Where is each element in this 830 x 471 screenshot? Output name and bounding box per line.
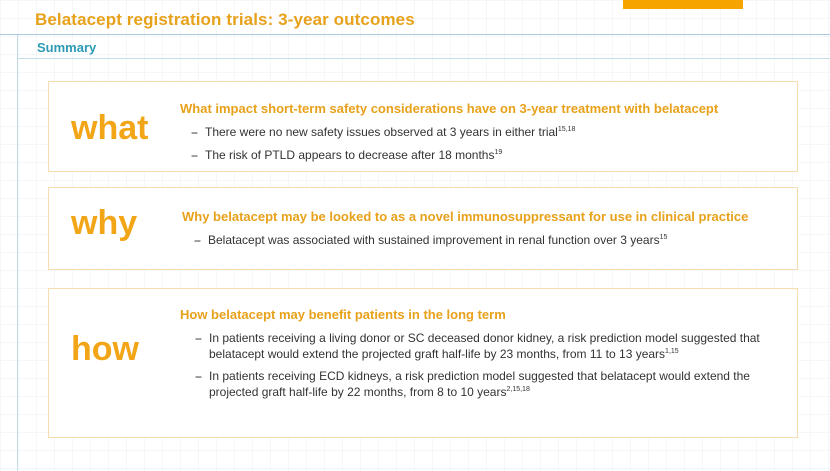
why-keyword: why	[71, 204, 138, 242]
section-label: Summary	[37, 40, 97, 55]
how-card: how How belatacept may benefit patients …	[48, 288, 798, 438]
bullet-text: There were no new safety issues observed…	[205, 125, 558, 139]
page-title: Belatacept registration trials: 3-year o…	[35, 10, 415, 29]
left-margin-rule	[17, 34, 18, 471]
how-keyword: how	[71, 330, 139, 368]
why-card: why Why belatacept may be looked to as a…	[48, 187, 798, 270]
list-item: -- The risk of PTLD appears to decrease …	[191, 147, 575, 163]
list-item: -- In patients receiving ECD kidneys, a …	[195, 368, 765, 400]
how-bullet-list: -- In patients receiving a living donor …	[195, 330, 765, 406]
bullet-marker: --	[191, 125, 198, 139]
reference-superscript: 1,15	[665, 348, 679, 355]
reference-superscript: 2,15,18	[506, 386, 530, 393]
bullet-marker: --	[195, 331, 202, 345]
reference-superscript: 15,18	[557, 126, 576, 133]
how-heading: How belatacept may benefit patients in t…	[180, 307, 506, 322]
list-item: -- Belatacept was associated with sustai…	[194, 232, 667, 248]
list-item: -- There were no new safety issues obser…	[191, 124, 575, 140]
bullet-text: Belatacept was associated with sustained…	[208, 233, 660, 247]
bullet-marker: --	[195, 369, 202, 383]
what-heading: What impact short-term safety considerat…	[180, 101, 719, 116]
top-nav-tab[interactable]	[623, 0, 743, 9]
reference-superscript: 15	[659, 234, 668, 241]
why-bullet-list: -- Belatacept was associated with sustai…	[194, 232, 667, 248]
section-divider	[17, 58, 830, 59]
title-divider	[0, 34, 830, 35]
what-keyword: what	[71, 109, 149, 147]
bullet-text: In patients receiving a living donor or …	[209, 331, 760, 361]
what-bullet-list: -- There were no new safety issues obser…	[191, 124, 575, 170]
bullet-marker: --	[194, 233, 201, 247]
list-item: -- In patients receiving a living donor …	[195, 330, 765, 362]
bullet-text: The risk of PTLD appears to decrease aft…	[205, 148, 495, 162]
why-heading: Why belatacept may be looked to as a nov…	[182, 209, 749, 224]
bullet-text: In patients receiving ECD kidneys, a ris…	[209, 369, 750, 399]
bullet-marker: --	[191, 148, 198, 162]
reference-superscript: 19	[494, 149, 503, 156]
what-card: what What impact short-term safety consi…	[48, 81, 798, 172]
